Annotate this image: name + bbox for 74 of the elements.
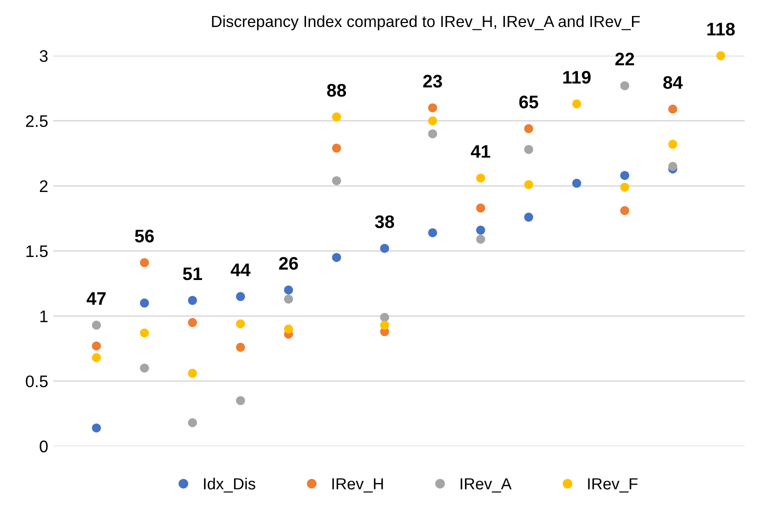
point bbox=[236, 292, 246, 302]
point bbox=[716, 51, 726, 60]
y-tick-label: 1 bbox=[40, 310, 48, 322]
point bbox=[332, 252, 342, 262]
point bbox=[572, 178, 582, 188]
point bbox=[476, 204, 486, 213]
legend-label: IRev_A bbox=[460, 478, 512, 492]
legend-label: IRev_H bbox=[332, 478, 383, 492]
point bbox=[188, 296, 197, 305]
point bbox=[428, 116, 438, 126]
point bbox=[524, 212, 534, 222]
point bbox=[572, 99, 582, 108]
x-tick-label: 44 bbox=[230, 264, 250, 276]
point bbox=[476, 174, 486, 183]
x-tick-label: 51 bbox=[182, 268, 202, 280]
point bbox=[380, 312, 390, 322]
point bbox=[140, 298, 149, 308]
point bbox=[92, 341, 101, 350]
point bbox=[620, 206, 630, 216]
point bbox=[188, 318, 197, 328]
y-tick-label: 0 bbox=[40, 440, 48, 452]
point bbox=[476, 226, 486, 235]
point bbox=[380, 244, 390, 253]
x-tick-label: 41 bbox=[470, 145, 490, 158]
point bbox=[284, 286, 294, 295]
chart-title: Discrepancy Index compared to IRev_H, IRev_A and IRev_F bbox=[212, 15, 640, 30]
point bbox=[428, 103, 438, 112]
y-tick-label: 3 bbox=[40, 50, 48, 62]
y-tick-label: 1.5 bbox=[26, 246, 48, 258]
x-tick-label: 119 bbox=[563, 70, 591, 84]
point bbox=[620, 81, 630, 90]
point bbox=[140, 258, 149, 268]
point bbox=[668, 104, 678, 114]
point bbox=[236, 396, 246, 406]
point bbox=[524, 144, 534, 154]
point bbox=[380, 320, 390, 330]
x-tick-label: 23 bbox=[423, 74, 442, 88]
x-tick-label: 84 bbox=[663, 76, 683, 89]
x-tick-label: 22 bbox=[615, 52, 634, 66]
point bbox=[428, 129, 438, 138]
point bbox=[332, 112, 342, 122]
legend-label: Idx_Dis bbox=[204, 478, 256, 492]
x-tick-label: 65 bbox=[519, 96, 538, 108]
point bbox=[428, 228, 438, 238]
point bbox=[620, 170, 630, 180]
y-tick-label: 2 bbox=[40, 180, 48, 192]
point bbox=[332, 144, 342, 153]
point bbox=[332, 176, 342, 186]
point bbox=[236, 319, 246, 328]
point bbox=[140, 364, 149, 373]
x-tick-label: 38 bbox=[374, 215, 394, 228]
point bbox=[620, 182, 630, 192]
x-tick-label: 26 bbox=[279, 256, 298, 270]
x-tick-label: 118 bbox=[707, 22, 735, 36]
point bbox=[236, 342, 246, 352]
x-tick-label: 88 bbox=[327, 84, 346, 97]
point bbox=[668, 140, 678, 149]
point bbox=[284, 294, 294, 304]
x-tick-label: 47 bbox=[86, 292, 106, 305]
y-tick-label: 0.5 bbox=[26, 375, 48, 388]
y-tick-label: 2.5 bbox=[26, 115, 48, 128]
x-tick-label: 56 bbox=[134, 230, 154, 242]
point bbox=[524, 124, 534, 134]
point bbox=[92, 320, 101, 330]
point bbox=[284, 324, 294, 334]
point bbox=[140, 328, 149, 338]
point bbox=[92, 423, 101, 432]
point bbox=[524, 180, 534, 190]
point bbox=[92, 353, 101, 362]
legend-label: IRev_F bbox=[588, 478, 638, 492]
point bbox=[188, 368, 197, 378]
point bbox=[188, 418, 197, 428]
point bbox=[476, 234, 486, 244]
point bbox=[668, 162, 678, 171]
